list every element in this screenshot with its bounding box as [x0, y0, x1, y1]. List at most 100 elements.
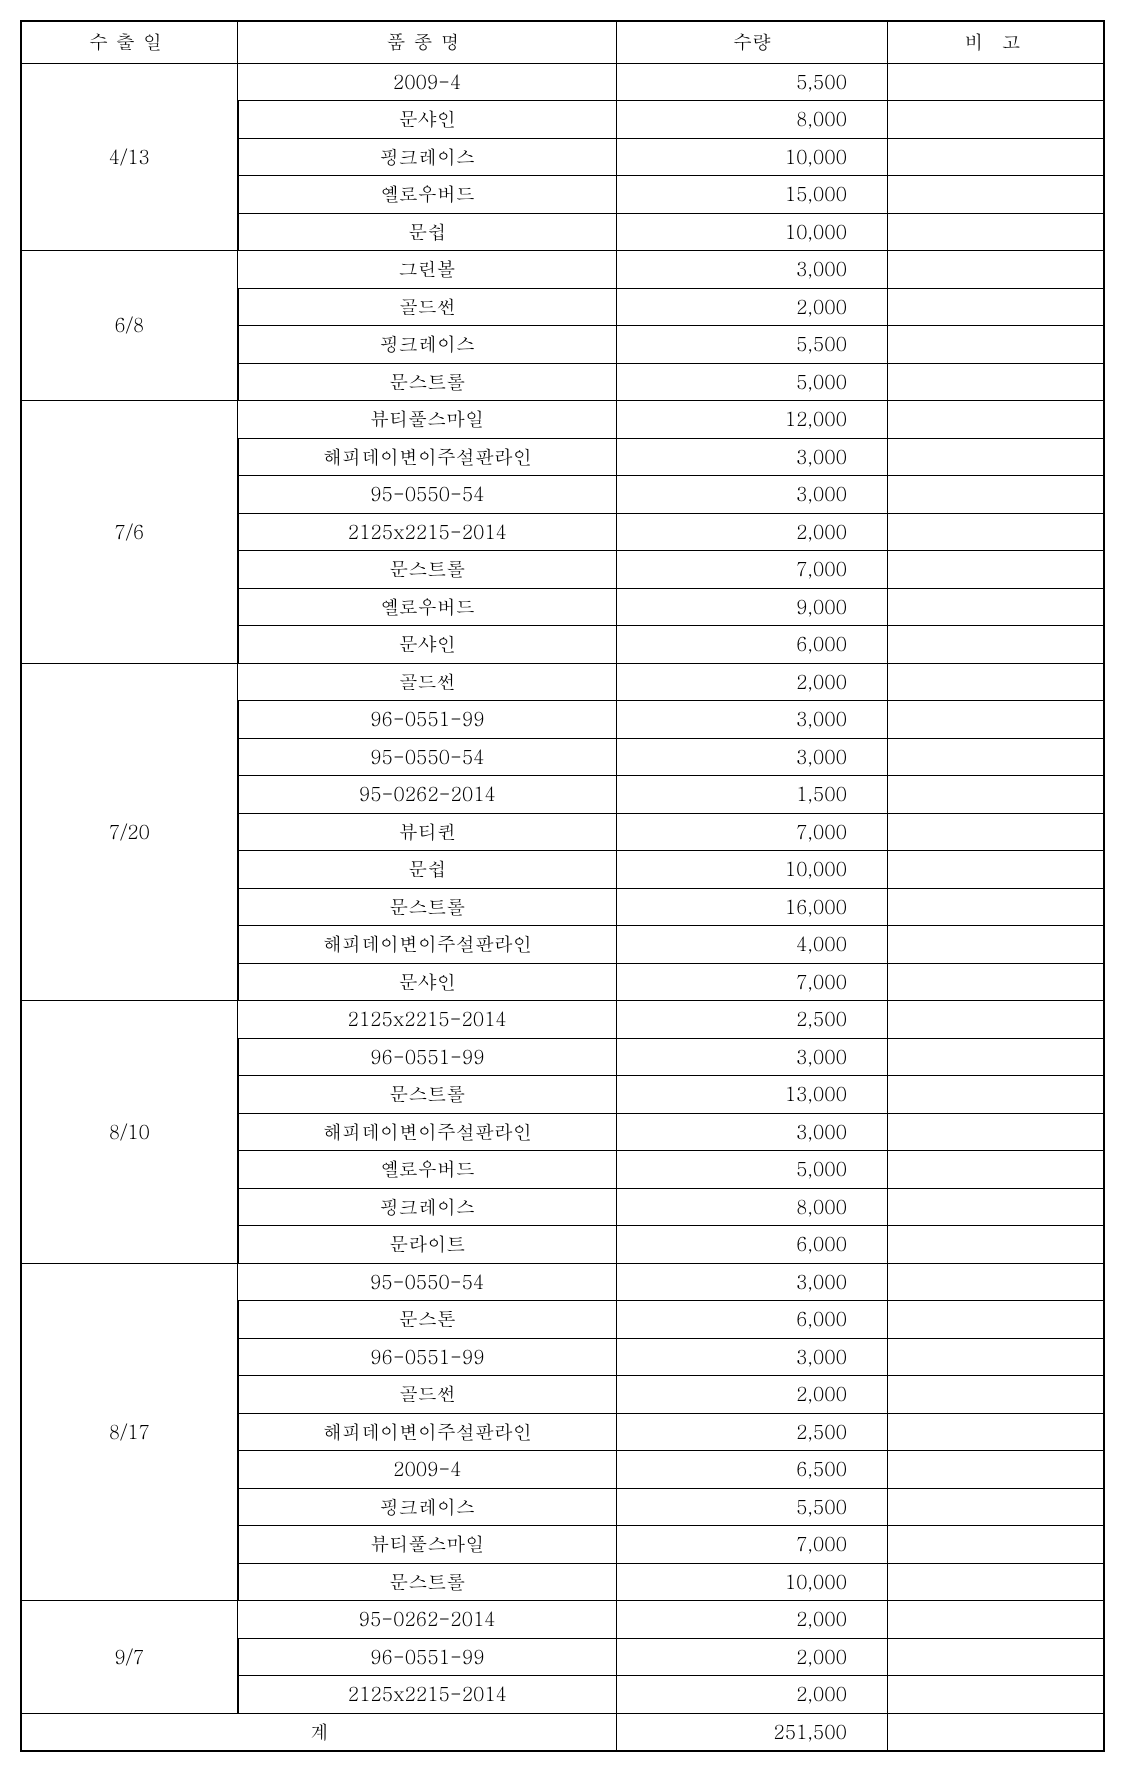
notes-cell	[887, 813, 1104, 851]
qty-cell: 7,000	[617, 551, 888, 589]
table-body: 4/132009-45,500문샤인8,000핑크레이스10,000옐로우버드1…	[21, 63, 1104, 1751]
item-cell: 문스트롤	[238, 1076, 617, 1114]
notes-cell	[887, 1413, 1104, 1451]
qty-cell: 4,000	[617, 926, 888, 964]
qty-cell: 8,000	[617, 101, 888, 139]
notes-cell	[887, 1263, 1104, 1301]
notes-cell	[887, 1113, 1104, 1151]
item-cell: 문스트롤	[238, 888, 617, 926]
total-label: 계	[21, 1713, 617, 1751]
qty-cell: 2,000	[617, 513, 888, 551]
notes-cell	[887, 438, 1104, 476]
notes-cell	[887, 176, 1104, 214]
qty-cell: 6,500	[617, 1451, 888, 1489]
notes-cell	[887, 251, 1104, 289]
item-cell: 뷰티퀸	[238, 813, 617, 851]
date-cell: 8/17	[21, 1263, 238, 1601]
notes-cell	[887, 776, 1104, 814]
qty-cell: 10,000	[617, 138, 888, 176]
item-cell: 골드썬	[238, 288, 617, 326]
item-cell: 95-0550-54	[238, 1263, 617, 1301]
date-cell: 8/10	[21, 1001, 238, 1264]
item-cell: 96-0551-99	[238, 701, 617, 739]
qty-cell: 10,000	[617, 851, 888, 889]
item-cell: 문쉽	[238, 213, 617, 251]
item-cell: 2009-4	[238, 63, 617, 101]
table-row: 8/102125x2215-20142,500	[21, 1001, 1104, 1039]
qty-cell: 13,000	[617, 1076, 888, 1114]
qty-cell: 5,000	[617, 1151, 888, 1189]
qty-cell: 7,000	[617, 1526, 888, 1564]
notes-cell	[887, 1001, 1104, 1039]
notes-cell	[887, 926, 1104, 964]
notes-cell	[887, 1151, 1104, 1189]
item-cell: 해피데이변이주설판라인	[238, 1113, 617, 1151]
notes-cell	[887, 1638, 1104, 1676]
qty-cell: 2,000	[617, 1601, 888, 1639]
table-header-row: 수출일 품종명 수량 비 고	[21, 21, 1104, 63]
qty-cell: 9,000	[617, 588, 888, 626]
item-cell: 95-0262-2014	[238, 1601, 617, 1639]
qty-cell: 2,000	[617, 288, 888, 326]
item-cell: 문라이트	[238, 1226, 617, 1264]
table-row: 7/6뷰티풀스마일12,000	[21, 401, 1104, 439]
table-row: 6/8그린볼3,000	[21, 251, 1104, 289]
item-cell: 골드썬	[238, 1376, 617, 1414]
notes-cell	[887, 1676, 1104, 1714]
date-cell: 7/6	[21, 401, 238, 664]
item-cell: 옐로우버드	[238, 588, 617, 626]
qty-cell: 2,000	[617, 1676, 888, 1714]
qty-cell: 15,000	[617, 176, 888, 214]
table-row: 8/1795-0550-543,000	[21, 1263, 1104, 1301]
qty-cell: 3,000	[617, 476, 888, 514]
item-cell: 96-0551-99	[238, 1338, 617, 1376]
notes-cell	[887, 1376, 1104, 1414]
qty-cell: 1,500	[617, 776, 888, 814]
qty-cell: 16,000	[617, 888, 888, 926]
qty-cell: 2,000	[617, 663, 888, 701]
notes-cell	[887, 888, 1104, 926]
total-notes	[887, 1713, 1104, 1751]
qty-cell: 2,500	[617, 1413, 888, 1451]
item-cell: 96-0551-99	[238, 1038, 617, 1076]
col-header-item: 품종명	[238, 21, 617, 63]
qty-cell: 3,000	[617, 251, 888, 289]
qty-cell: 2,000	[617, 1376, 888, 1414]
qty-cell: 6,000	[617, 1226, 888, 1264]
notes-cell	[887, 1338, 1104, 1376]
table-row: 4/132009-45,500	[21, 63, 1104, 101]
notes-cell	[887, 288, 1104, 326]
item-cell: 문쉽	[238, 851, 617, 889]
qty-cell: 3,000	[617, 1038, 888, 1076]
table-row: 9/795-0262-20142,000	[21, 1601, 1104, 1639]
qty-cell: 6,000	[617, 1301, 888, 1339]
notes-cell	[887, 588, 1104, 626]
qty-cell: 5,500	[617, 1488, 888, 1526]
export-table: 수출일 품종명 수량 비 고 4/132009-45,500문샤인8,000핑크…	[20, 20, 1105, 1752]
col-header-date: 수출일	[21, 21, 238, 63]
item-cell: 문스트롤	[238, 551, 617, 589]
notes-cell	[887, 738, 1104, 776]
item-cell: 해피데이변이주설판라인	[238, 926, 617, 964]
col-header-notes: 비 고	[887, 21, 1104, 63]
item-cell: 95-0550-54	[238, 738, 617, 776]
notes-cell	[887, 1301, 1104, 1339]
notes-cell	[887, 1601, 1104, 1639]
notes-cell	[887, 326, 1104, 364]
item-cell: 핑크레이스	[238, 138, 617, 176]
col-header-qty: 수량	[617, 21, 888, 63]
qty-cell: 8,000	[617, 1188, 888, 1226]
qty-cell: 6,000	[617, 626, 888, 664]
item-cell: 핑크레이스	[238, 326, 617, 364]
qty-cell: 3,000	[617, 1338, 888, 1376]
item-cell: 문스톤	[238, 1301, 617, 1339]
item-cell: 95-0550-54	[238, 476, 617, 514]
qty-cell: 7,000	[617, 813, 888, 851]
item-cell: 핑크레이스	[238, 1488, 617, 1526]
item-cell: 문샤인	[238, 101, 617, 139]
total-qty: 251,500	[617, 1713, 888, 1751]
item-cell: 2125x2215-2014	[238, 1001, 617, 1039]
notes-cell	[887, 663, 1104, 701]
qty-cell: 3,000	[617, 701, 888, 739]
notes-cell	[887, 963, 1104, 1001]
